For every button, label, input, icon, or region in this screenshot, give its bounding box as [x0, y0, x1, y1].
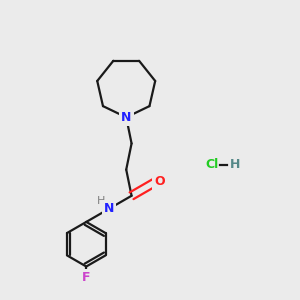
Text: N: N: [121, 111, 131, 124]
Text: Cl: Cl: [206, 158, 219, 171]
Text: O: O: [154, 175, 165, 188]
Text: H: H: [230, 158, 240, 171]
Text: N: N: [104, 202, 114, 215]
Text: F: F: [82, 271, 91, 284]
Text: H: H: [97, 196, 106, 206]
